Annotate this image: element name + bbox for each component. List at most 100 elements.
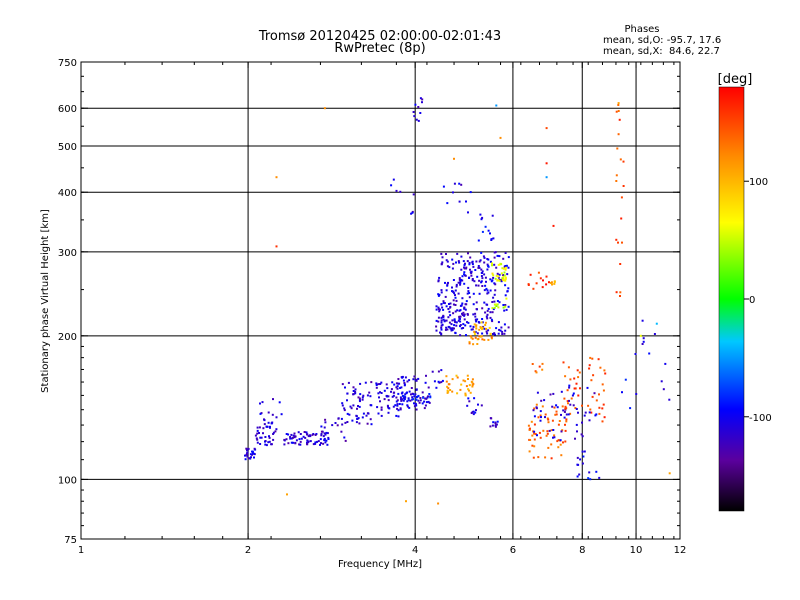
data-point <box>341 383 344 386</box>
data-point <box>444 328 447 331</box>
data-point <box>269 426 271 429</box>
data-point <box>387 399 390 402</box>
data-point <box>354 392 357 395</box>
data-point <box>408 390 411 393</box>
data-point <box>376 406 379 409</box>
data-point <box>428 401 431 404</box>
data-point <box>467 378 469 380</box>
data-point <box>445 326 448 329</box>
data-point <box>336 424 339 427</box>
data-point <box>249 457 252 460</box>
data-point <box>581 450 584 453</box>
data-point <box>309 435 312 438</box>
data-point <box>396 403 399 406</box>
data-point <box>396 387 399 390</box>
data-point <box>413 115 416 118</box>
data-point <box>292 441 294 444</box>
data-point <box>641 319 644 322</box>
data-point <box>320 434 323 437</box>
data-point <box>449 327 452 330</box>
y-tick-label: 600 <box>58 104 77 115</box>
data-point <box>423 400 426 403</box>
data-point <box>377 392 380 395</box>
data-point <box>471 278 474 280</box>
data-point <box>587 477 590 480</box>
data-point <box>547 418 550 421</box>
data-point <box>283 438 286 441</box>
data-point <box>380 381 383 384</box>
data-point <box>460 383 463 386</box>
data-point <box>545 275 548 278</box>
data-point <box>492 333 494 335</box>
data-point <box>300 437 303 440</box>
data-point <box>412 111 415 113</box>
data-point <box>472 413 475 416</box>
data-point <box>474 318 477 321</box>
data-point <box>451 258 454 261</box>
legend-line-o: mean, sd,O: -95.7, 17.6 <box>603 35 721 46</box>
data-point <box>387 411 390 414</box>
data-point <box>464 392 467 395</box>
data-point <box>459 309 462 312</box>
data-point <box>544 416 546 419</box>
x-tick-label: 2 <box>245 545 251 556</box>
data-point <box>383 398 386 401</box>
data-point <box>602 389 605 392</box>
data-point <box>351 419 354 422</box>
data-point <box>533 438 536 441</box>
data-point <box>455 324 458 327</box>
data-point <box>324 418 327 421</box>
data-point <box>468 341 471 344</box>
data-point <box>483 273 486 276</box>
data-point <box>493 332 496 335</box>
data-point <box>446 391 449 394</box>
data-point <box>668 398 671 401</box>
data-point <box>428 393 431 395</box>
data-point <box>413 375 416 378</box>
data-point <box>393 383 396 386</box>
data-point <box>490 239 493 241</box>
data-point <box>306 433 308 436</box>
data-point <box>493 300 496 303</box>
data-point <box>500 263 503 266</box>
data-point <box>583 414 586 417</box>
data-point <box>253 452 255 455</box>
data-point <box>293 432 296 435</box>
data-point <box>498 255 501 258</box>
data-point <box>272 431 275 434</box>
data-point <box>532 409 535 412</box>
data-point <box>567 402 569 405</box>
data-point <box>343 407 346 410</box>
data-point <box>251 453 253 456</box>
data-point <box>325 431 328 434</box>
data-point <box>472 325 475 328</box>
data-point <box>412 378 415 381</box>
data-point <box>320 430 323 433</box>
data-point <box>545 127 548 130</box>
data-point <box>486 317 489 320</box>
data-point <box>559 443 562 446</box>
data-point <box>474 411 477 414</box>
data-point <box>581 435 584 438</box>
data-point <box>440 381 443 384</box>
data-point <box>380 406 383 409</box>
data-point <box>507 287 510 290</box>
data-point <box>422 396 425 399</box>
data-point <box>467 290 470 293</box>
data-point <box>491 311 494 314</box>
data-point <box>502 274 505 276</box>
data-point <box>267 411 270 414</box>
data-point <box>560 430 563 433</box>
data-point <box>483 289 486 292</box>
data-point <box>459 315 462 318</box>
data-point <box>365 414 368 417</box>
data-point <box>295 439 298 442</box>
data-point <box>561 405 564 408</box>
data-point <box>503 274 506 277</box>
data-point <box>391 395 394 398</box>
data-point <box>555 413 558 416</box>
data-point <box>564 440 567 443</box>
data-point <box>441 379 444 382</box>
data-point <box>496 254 499 257</box>
data-point <box>471 279 474 282</box>
